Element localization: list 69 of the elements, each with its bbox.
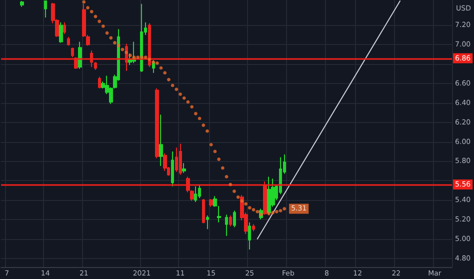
point bbox=[136, 56, 140, 59]
point bbox=[109, 36, 113, 40]
candlestick bbox=[252, 224, 255, 232]
point bbox=[256, 210, 260, 214]
candlestick bbox=[209, 198, 213, 208]
candlestick bbox=[248, 222, 251, 250]
candlestick bbox=[44, 0, 47, 18]
point bbox=[248, 206, 252, 210]
candlestick bbox=[198, 184, 201, 199]
point bbox=[102, 24, 105, 28]
candlestick bbox=[59, 22, 63, 44]
point bbox=[144, 56, 148, 59]
point bbox=[228, 182, 232, 186]
point bbox=[182, 96, 186, 100]
candlestick bbox=[98, 76, 101, 89]
point bbox=[260, 212, 263, 216]
point bbox=[98, 20, 102, 24]
candlestick bbox=[182, 162, 186, 174]
point bbox=[252, 208, 256, 212]
point bbox=[152, 60, 156, 64]
point bbox=[128, 54, 132, 58]
candlestick bbox=[20, 0, 24, 8]
point bbox=[206, 129, 209, 133]
point bbox=[267, 212, 271, 216]
candlestick bbox=[175, 147, 178, 172]
candlestick bbox=[206, 215, 209, 230]
candlestick bbox=[179, 143, 182, 176]
point bbox=[132, 56, 136, 59]
point bbox=[202, 124, 206, 127]
point bbox=[244, 202, 248, 206]
point bbox=[124, 50, 128, 54]
candlestick bbox=[94, 62, 97, 70]
point bbox=[194, 112, 198, 116]
point bbox=[224, 175, 228, 178]
point bbox=[140, 56, 144, 59]
point bbox=[209, 142, 213, 146]
candlestick bbox=[159, 114, 163, 167]
point bbox=[90, 10, 94, 14]
point bbox=[174, 88, 178, 92]
point bbox=[82, 0, 86, 4]
point bbox=[167, 78, 170, 82]
point bbox=[148, 58, 152, 61]
point bbox=[220, 166, 224, 170]
point bbox=[178, 92, 182, 96]
candlestick bbox=[155, 88, 159, 159]
point bbox=[163, 71, 167, 75]
candlestick bbox=[229, 215, 232, 227]
point bbox=[155, 61, 159, 65]
point bbox=[113, 41, 116, 44]
candlestick bbox=[171, 150, 174, 187]
point bbox=[236, 195, 240, 199]
point bbox=[190, 105, 194, 108]
candlestick bbox=[67, 36, 70, 46]
point bbox=[217, 158, 221, 161]
point bbox=[274, 210, 278, 214]
point bbox=[278, 208, 282, 212]
point bbox=[232, 190, 236, 193]
point bbox=[282, 207, 286, 210]
candlestick bbox=[233, 210, 236, 228]
candlestick bbox=[202, 198, 205, 224]
point bbox=[86, 6, 90, 10]
candlestick bbox=[78, 41, 82, 70]
point bbox=[271, 210, 274, 214]
point bbox=[116, 44, 120, 48]
candlestick bbox=[163, 152, 167, 172]
point bbox=[170, 84, 174, 88]
candlestick bbox=[63, 22, 66, 34]
candlestick bbox=[194, 186, 197, 202]
candlestick bbox=[225, 214, 228, 236]
